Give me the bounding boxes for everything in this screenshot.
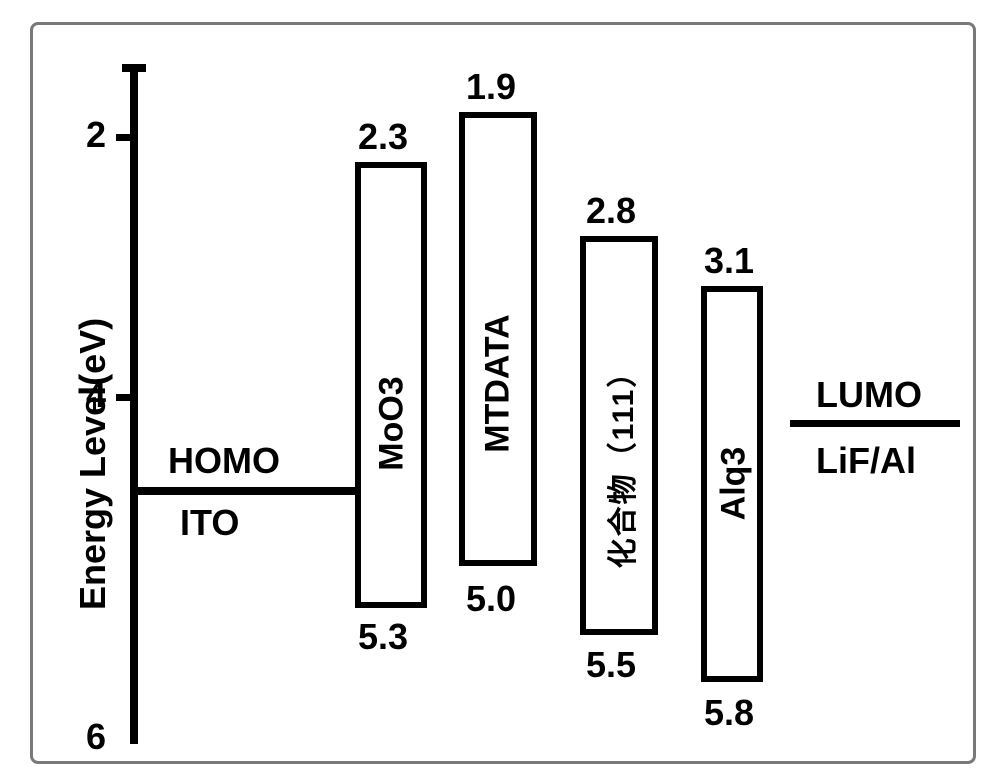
bar-compound-label: 化合物（111） — [598, 352, 642, 572]
bar-alq3-lumo-value: 3.1 — [704, 240, 754, 282]
bar-compound-homo-value: 5.5 — [586, 644, 636, 686]
bar-moo3-homo-value: 5.3 — [358, 616, 408, 658]
ito-label: ITO — [180, 502, 239, 544]
bar-mtdata-label: MTDATA — [479, 314, 518, 454]
y-axis — [130, 64, 138, 744]
bar-mtdata-homo-value: 5.0 — [466, 578, 516, 620]
tick-2 — [116, 134, 130, 141]
bar-moo3-label: MoO3 — [373, 364, 412, 484]
bar-moo3-lumo-value: 2.3 — [358, 116, 408, 158]
energy-diagram: Energy Level(eV) 2 4 6 HOMO ITO 2.3 5.3 … — [0, 0, 1001, 780]
bar-alq3-homo-value: 5.8 — [704, 692, 754, 734]
homo-label: HOMO — [168, 440, 280, 482]
y-axis-label: Energy Level(eV) — [72, 318, 114, 610]
tick-label-6: 6 — [86, 716, 106, 758]
lumo-label: LUMO — [816, 374, 922, 416]
bar-compound-lumo-value: 2.8 — [586, 190, 636, 232]
bar-alq3-label: Alq3 — [715, 434, 754, 534]
tick-4 — [116, 394, 130, 401]
homo-line — [132, 487, 355, 495]
lumo-line — [790, 420, 960, 427]
tick-label-2: 2 — [86, 114, 106, 156]
bar-mtdata-lumo-value: 1.9 — [466, 66, 516, 108]
y-axis-cap — [122, 64, 146, 72]
tick-label-4: 4 — [86, 374, 106, 416]
lifal-label: LiF/Al — [816, 440, 916, 482]
